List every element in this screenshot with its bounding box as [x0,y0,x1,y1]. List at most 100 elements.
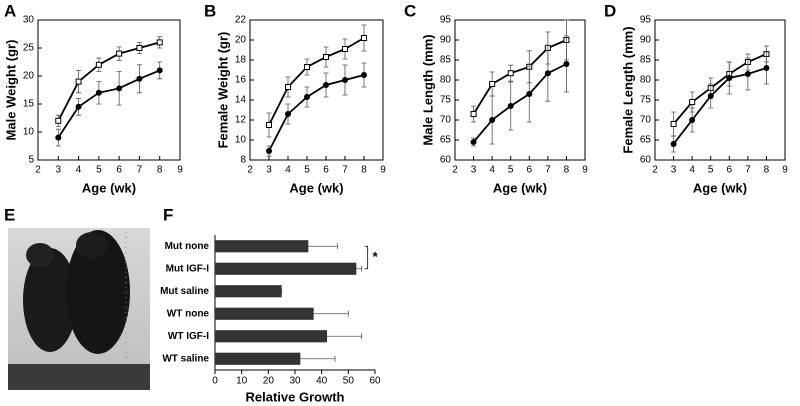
y-tick-label: 85 [640,55,652,66]
x-tick-label: 9 [177,165,183,176]
x-tick-label: 6 [727,165,733,176]
x-tick-label: 8 [361,165,367,176]
y-tick-label: 80 [440,75,452,86]
panel-label: A [4,1,16,20]
point [95,61,102,68]
series-line [268,37,365,126]
y-tick-label: 25 [23,43,35,54]
x-tick-label: 5 [96,165,102,176]
y-tick-label: 90 [640,35,652,46]
x-tick-label: 2 [247,165,253,176]
point [707,93,714,99]
mouse-large [66,230,130,354]
point [526,91,533,97]
x-tick-label: 6 [116,165,122,176]
bar [215,240,309,253]
x-tick-label: 10 [236,376,248,387]
point [304,94,310,100]
x-tick-label: 3 [671,165,677,176]
x-tick-label: 2 [652,165,658,176]
error-bar [327,333,363,340]
y-tick-label: 8 [240,155,246,166]
point [470,139,477,145]
point [563,61,570,67]
error-bar [308,243,339,250]
x-tick-label: 5 [304,165,310,176]
x-tick-label: 2 [35,165,41,176]
x-tick-label: 40 [316,376,328,387]
x-tick-label: 7 [342,165,348,176]
category-label: WT none [167,308,210,319]
x-axis-label: Age (wk) [493,180,547,195]
point [489,117,496,123]
mouse-large-head [76,232,108,258]
photo-floor [8,364,150,390]
point [763,65,770,71]
point [95,89,102,96]
x-tick-label: 9 [782,165,788,176]
x-tick-label: 60 [369,376,381,387]
x-tick-label: 9 [380,165,386,176]
x-tick-label: 8 [157,165,163,176]
x-tick-label: 6 [323,165,329,176]
point [726,75,733,81]
point [55,117,62,124]
y-tick-label: 12 [235,115,247,126]
annotation: * [373,249,379,264]
point [670,121,677,127]
y-tick-label: 95 [440,15,452,26]
series-line [57,41,160,122]
category-label: Mut IGF-I [166,263,210,274]
point [55,134,62,141]
point [116,50,123,57]
y-axis-label: Female Weight (gr) [215,32,230,149]
x-tick-label: 0 [212,376,218,387]
x-tick-label: 3 [471,165,477,176]
y-tick-label: 95 [640,15,652,26]
y-tick-label: 10 [235,135,247,146]
point [323,54,329,60]
y-tick-label: 75 [640,95,652,106]
x-tick-label: 6 [527,165,533,176]
plot-frame [37,19,181,161]
y-tick-label: 10 [23,127,35,138]
x-tick-label: 20 [263,376,275,387]
point [136,45,143,51]
x-tick-label: 4 [76,165,82,176]
category-label: WT saline [162,353,209,364]
y-tick-label: 65 [640,135,652,146]
category-label: Mut saline [160,286,209,297]
mouse-small-head [26,243,54,267]
category-label: WT IGF-I [168,331,209,342]
y-tick-label: 18 [235,55,247,66]
point [342,77,348,83]
point [323,82,329,88]
y-tick-label: 20 [23,71,35,82]
point [744,71,751,77]
point [689,99,696,105]
y-tick-label: 85 [440,55,452,66]
error-bar [356,265,363,272]
point [266,122,272,128]
x-tick-label: 8 [764,165,770,176]
panel-label: D [604,1,616,20]
x-tick-label: 8 [564,165,570,176]
plot-frame [249,19,384,161]
point [266,148,272,154]
bar [215,307,314,320]
y-tick-label: 30 [23,15,35,26]
x-tick-label: 50 [343,376,355,387]
x-tick-label: 9 [582,165,588,176]
error-bar [300,355,336,362]
x-tick-label: 7 [545,165,551,176]
y-tick-label: 75 [440,95,452,106]
series-line [672,67,767,145]
y-tick-label: 15 [23,99,35,110]
point [544,70,551,77]
point [507,70,514,77]
panel-label: E [4,205,15,224]
error-bar [313,310,349,317]
point [361,72,367,78]
y-tick-label: 90 [440,35,452,46]
